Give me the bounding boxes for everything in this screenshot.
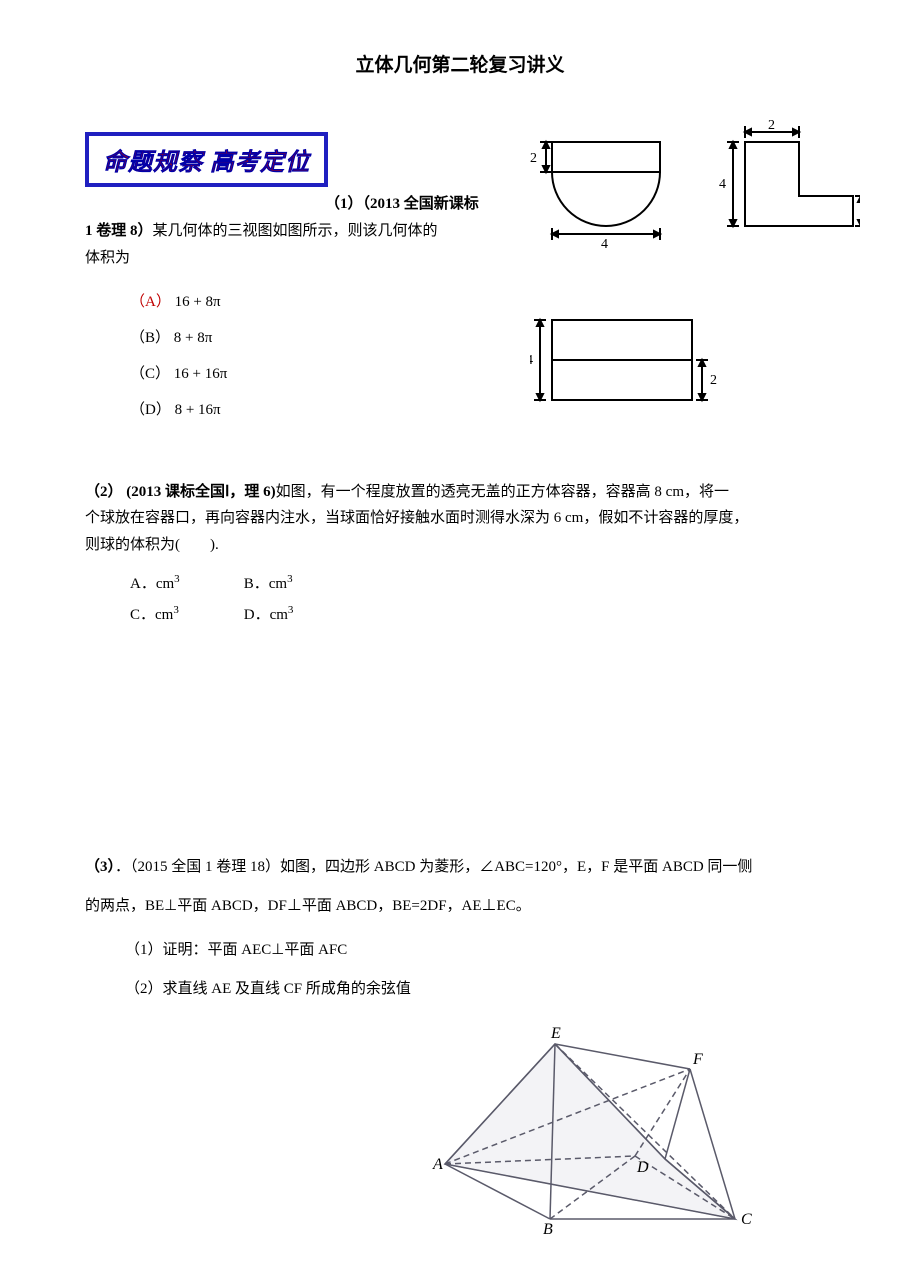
view-side: 2 4 2 [719,120,860,226]
svg-text:4: 4 [530,353,533,368]
q3-subs: （1）证明：平面 AEC⊥平面 AFC （2）求直线 AE 及直线 CF 所成角… [85,931,835,1009]
q2-l3: 则球的体积为( ). [85,537,219,553]
q3-label-B: B [543,1221,553,1234]
page-title: 立体几何第二轮复习讲义 [85,50,835,77]
q1-l1a: 1 卷理 8） [85,223,153,239]
q2-opt-a: A．cm3 [130,570,240,597]
q2-row2: C．cm3 D．cm3 [130,601,835,628]
q1-l1b: 某几何体的三视图如图所示，则该几何体的 [153,223,438,239]
svg-text:2: 2 [710,373,717,388]
question-2: （2） (2013 课标全国Ⅰ，理 6)如图，有一个程度放置的透亮无盖的正方体容… [85,479,835,628]
q3-sub1: （1）证明：平面 AEC⊥平面 AFC [125,931,835,970]
q3-label-D: D [636,1159,649,1176]
opt-a-label: （A） [130,294,171,310]
banner-box: 命题规察 高考定位 [85,132,328,187]
q2-row1: A．cm3 B．cm3 [130,570,835,597]
svg-text:2: 2 [530,151,537,166]
opt-c-val: 16 + 16π [174,366,228,382]
opt-c-label: （C） [130,366,170,382]
q2-options: A．cm3 B．cm3 C．cm3 D．cm3 [85,570,835,629]
q3-label-A: A [432,1156,443,1173]
q3-prefix: （3） [85,859,115,875]
view-front: 2 4 [530,142,660,252]
q3-label-F: F [692,1051,703,1068]
q2-opt-d: D．cm3 [244,601,354,628]
view-top: 4 2 [530,320,717,400]
opt-d-label: （D） [130,402,171,418]
q1-text: （1）（2013 全国新课标 1 卷理 8）某几何体的三视图如图所示，则该几何体… [85,191,545,272]
q2-prefix: （2） (2013 课标全国Ⅰ，理 6) [85,484,276,500]
q2-opt-b: B．cm3 [244,570,354,597]
q3-label-E: E [550,1025,561,1042]
q3-l2: 的两点，BE⊥平面 ABCD，DF⊥平面 ABCD，BE=2DF，AE⊥EC。 [85,898,531,914]
q1-prefix: （1）（2013 全国新课标 [325,196,479,212]
svg-text:4: 4 [719,177,726,192]
q3-l1: ．（2015 全国 1 卷理 18）如图，四边形 ABCD 为菱形，∠ABC=1… [115,859,752,875]
opt-d-val: 8 + 16π [175,402,221,418]
svg-text:4: 4 [601,237,608,252]
q1-l2: 体积为 [85,250,130,266]
three-view-diagrams: 2 4 2 [530,120,860,490]
q3-label-C: C [741,1211,752,1228]
question-3: （3）．（2015 全国 1 卷理 18）如图，四边形 ABCD 为菱形，∠AB… [85,848,835,1009]
opt-b-val: 8 + 8π [174,330,213,346]
q2-opt-c: C．cm3 [130,601,240,628]
q3-figure: A B C D E F [85,1024,835,1239]
svg-text:2: 2 [768,120,775,133]
opt-a-val: 16 + 8π [175,294,221,310]
q2-l2: 个球放在容器口，再向容器内注水，当球面恰好接触水面时测得水深为 6 cm，假如不… [85,510,748,526]
opt-b-label: （B） [130,330,170,346]
q3-sub2: （2）求直线 AE 及直线 CF 所成角的余弦值 [125,970,835,1009]
banner-text: 命题规察 高考定位 [103,150,310,176]
